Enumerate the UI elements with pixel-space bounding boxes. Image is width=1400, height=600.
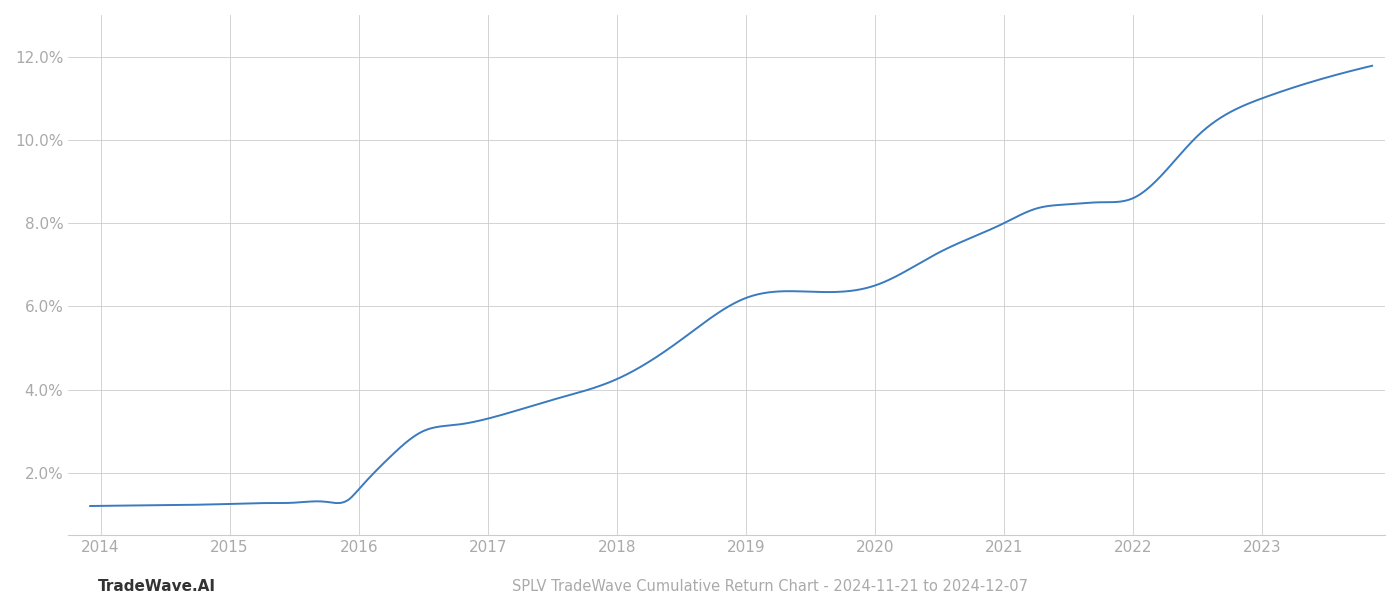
- Text: SPLV TradeWave Cumulative Return Chart - 2024-11-21 to 2024-12-07: SPLV TradeWave Cumulative Return Chart -…: [512, 579, 1028, 594]
- Text: TradeWave.AI: TradeWave.AI: [98, 579, 216, 594]
